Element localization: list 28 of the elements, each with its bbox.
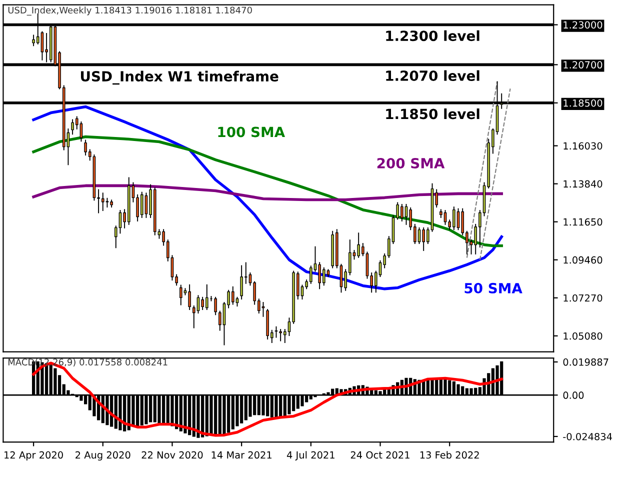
ref-line-label: 1.2070 level xyxy=(386,70,480,81)
y-tick-label: 1.07270 xyxy=(564,294,602,302)
series-label: 200 SMA xyxy=(377,158,445,168)
y-tick-label: 1.09460 xyxy=(564,256,602,264)
x-tick-label: 4 Jul 2021 xyxy=(286,451,334,460)
y-tick-label: 1.16030 xyxy=(564,142,602,150)
y-tick-label: 1.05080 xyxy=(564,332,602,340)
x-tick-label: 22 Nov 2020 xyxy=(142,451,203,459)
y-tick-label: 1.18500 xyxy=(564,99,602,107)
y-tick-label: 0.019887 xyxy=(563,358,608,366)
y-tick-label: 1.13840 xyxy=(564,180,602,188)
ref-line-label: 1.1850 level xyxy=(386,108,480,120)
y-tick-label: 1.23000 xyxy=(564,21,602,29)
x-tick-label: 24 Oct 2021 xyxy=(350,451,410,459)
x-tick-label: 2 Aug 2020 xyxy=(76,451,130,461)
x-tick-label: 14 Mar 2021 xyxy=(212,451,272,459)
series-label: 50 SMA xyxy=(464,282,522,294)
x-tick-label: 12 Apr 2020 xyxy=(4,451,63,461)
y-tick-label: 1.11650 xyxy=(564,218,602,226)
series-label: 100 SMA xyxy=(218,126,286,138)
annotation: USD_Index W1 timeframe xyxy=(80,70,278,85)
chart-title: USD_Index,Weekly 1.18413 1.19016 1.18181 1.18470 xyxy=(8,6,252,16)
y-tick-label: 1.20700 xyxy=(564,61,602,69)
ref-line-label: 1.2300 level xyxy=(386,30,480,42)
y-tick-label: -0.024834 xyxy=(563,432,612,440)
chart-title: MACD(12,26,9) 0.017558 0.008241 xyxy=(8,358,168,367)
y-tick-label: 0.00 xyxy=(563,392,584,399)
x-tick-label: 13 Feb 2022 xyxy=(420,451,479,459)
